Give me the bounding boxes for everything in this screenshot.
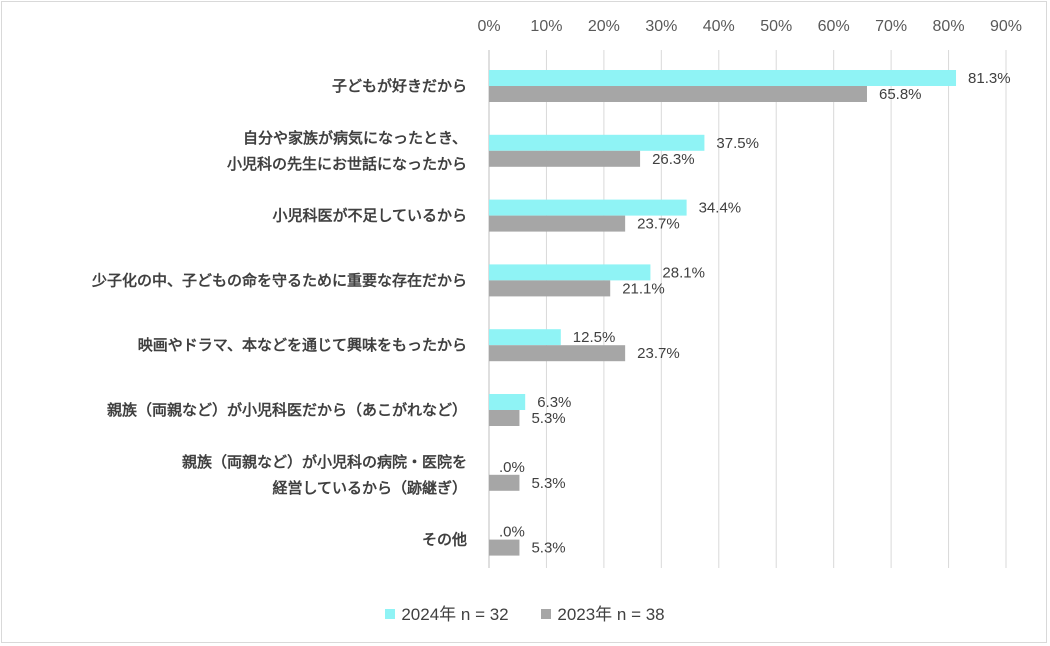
legend: 2024年 n = 32 2023年 n = 38 xyxy=(0,600,1050,625)
data-label: 37.5% xyxy=(716,135,759,152)
bar-2024 xyxy=(489,134,705,151)
bar-2023 xyxy=(489,86,867,102)
data-label: 5.3% xyxy=(531,410,565,427)
legend-label-2023: 2023年 n = 38 xyxy=(557,605,665,624)
data-label: 28.1% xyxy=(662,264,705,281)
category-label: 経営しているから（跡継ぎ） xyxy=(272,479,467,497)
data-label: .0% xyxy=(499,524,525,541)
data-label: 5.3% xyxy=(531,540,565,557)
bar-2024 xyxy=(489,264,651,281)
x-tick-label: 90% xyxy=(990,18,1022,35)
data-label: 34.4% xyxy=(699,200,742,217)
category-label: 親族（両親など）が小児科の病院・医院を xyxy=(182,453,467,471)
bar-2024 xyxy=(489,70,957,86)
x-tick-label: 40% xyxy=(703,18,735,35)
x-tick-label: 50% xyxy=(760,18,792,35)
data-label: 26.3% xyxy=(652,151,695,168)
x-tick-label: 60% xyxy=(818,18,850,35)
x-tick-label: 10% xyxy=(530,18,562,35)
gridlines xyxy=(488,50,1007,568)
bar-2023 xyxy=(489,150,641,167)
x-tick-label: 80% xyxy=(933,18,965,35)
legend-item-2023: 2023年 n = 38 xyxy=(541,600,665,625)
data-label: 23.7% xyxy=(637,345,680,362)
data-label: 81.3% xyxy=(968,70,1011,87)
category-label: 小児科医が不足しているから xyxy=(272,207,467,225)
data-label: 5.3% xyxy=(531,475,565,492)
bar-2024 xyxy=(489,199,687,216)
category-label: 小児科の先生にお世話になったから xyxy=(227,155,467,173)
x-tick-label: 0% xyxy=(477,18,500,35)
bar-2023 xyxy=(489,215,626,232)
data-label: 6.3% xyxy=(537,394,571,411)
bar-2023 xyxy=(489,345,626,362)
bar-2023 xyxy=(489,474,520,491)
legend-item-2024: 2024年 n = 32 xyxy=(385,600,509,625)
bar-chart: 0% 10% 20% 30% 40% 50% 60% 70% 80% 90% 子どもが好きだから自… xyxy=(91,18,1022,568)
category-label: 親族（両親など）が小児科医だから（あこがれなど） xyxy=(107,401,467,419)
bar-2024 xyxy=(489,329,561,346)
legend-swatch-2023 xyxy=(541,609,552,619)
x-tick-label: 70% xyxy=(875,18,907,35)
data-label: 21.1% xyxy=(622,280,665,297)
data-labels: 81.3% 65.8% 37.5% 26.3% 34.4% 23.7% 28.1%21.1%… xyxy=(499,70,1011,557)
category-label: 少子化の中、子どもの命を守るために重要な存在だから xyxy=(91,271,467,289)
data-label: 23.7% xyxy=(637,216,680,233)
data-label: .0% xyxy=(499,459,525,476)
category-label: その他 xyxy=(422,531,467,549)
x-axis-ticks: 0% 10% 20% 30% 40% 50% 60% 70% 80% 90% xyxy=(477,18,1022,35)
x-tick-label: 30% xyxy=(645,18,677,35)
bar-2024 xyxy=(489,394,526,410)
category-labels: 子どもが好きだから自分や家族が病気になったとき、小児科の先生にお世話になったから… xyxy=(91,77,467,549)
bars xyxy=(489,70,957,556)
category-label: 映画やドラマ、本などを通じて興味をもったから xyxy=(138,336,467,354)
bar-2023 xyxy=(489,410,520,426)
bar-2023 xyxy=(489,280,611,297)
category-label: 子どもが好きだから xyxy=(332,77,467,95)
legend-label-2024: 2024年 n = 32 xyxy=(401,605,509,624)
bar-2023 xyxy=(489,539,520,556)
data-label: 65.8% xyxy=(879,86,922,103)
category-label: 自分や家族が病気になったとき、 xyxy=(243,129,467,147)
legend-swatch-2024 xyxy=(385,609,396,619)
data-label: 12.5% xyxy=(573,329,616,346)
x-tick-label: 20% xyxy=(588,18,620,35)
